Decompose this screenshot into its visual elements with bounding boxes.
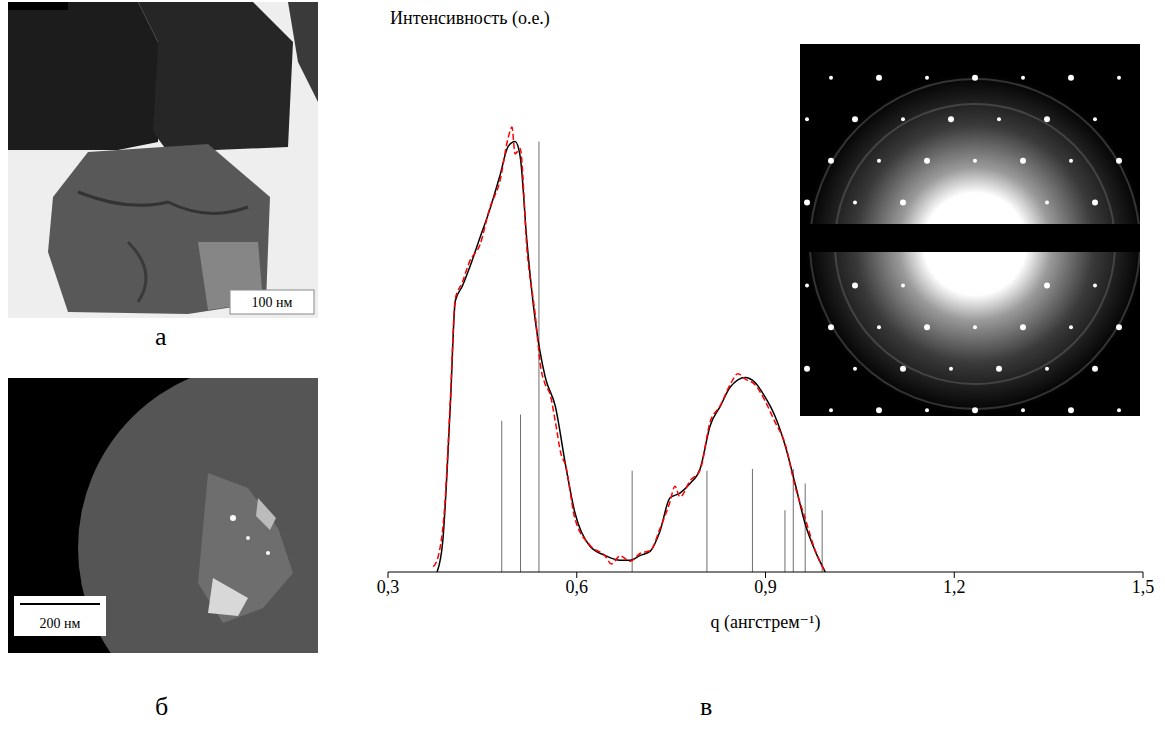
svg-text:1,2: 1,2 [943, 577, 966, 597]
html-text:в: в [700, 692, 713, 721]
html-text:Интенсивность (о.е.): Интенсивность (о.е.) [390, 8, 550, 28]
svg-text:200 нм: 200 нм [40, 616, 81, 631]
html-text:б: б [155, 692, 169, 721]
svg-text:q (ангстрем⁻¹): q (ангстрем⁻¹) [711, 612, 821, 633]
svg-text:100 нм: 100 нм [252, 295, 293, 310]
svg-text:0,9: 0,9 [754, 577, 777, 597]
svg-text:0,3: 0,3 [377, 577, 400, 597]
svg-text:1,5: 1,5 [1132, 577, 1155, 597]
svg-text:0,6: 0,6 [566, 577, 589, 597]
html-text:а: а [155, 322, 167, 351]
